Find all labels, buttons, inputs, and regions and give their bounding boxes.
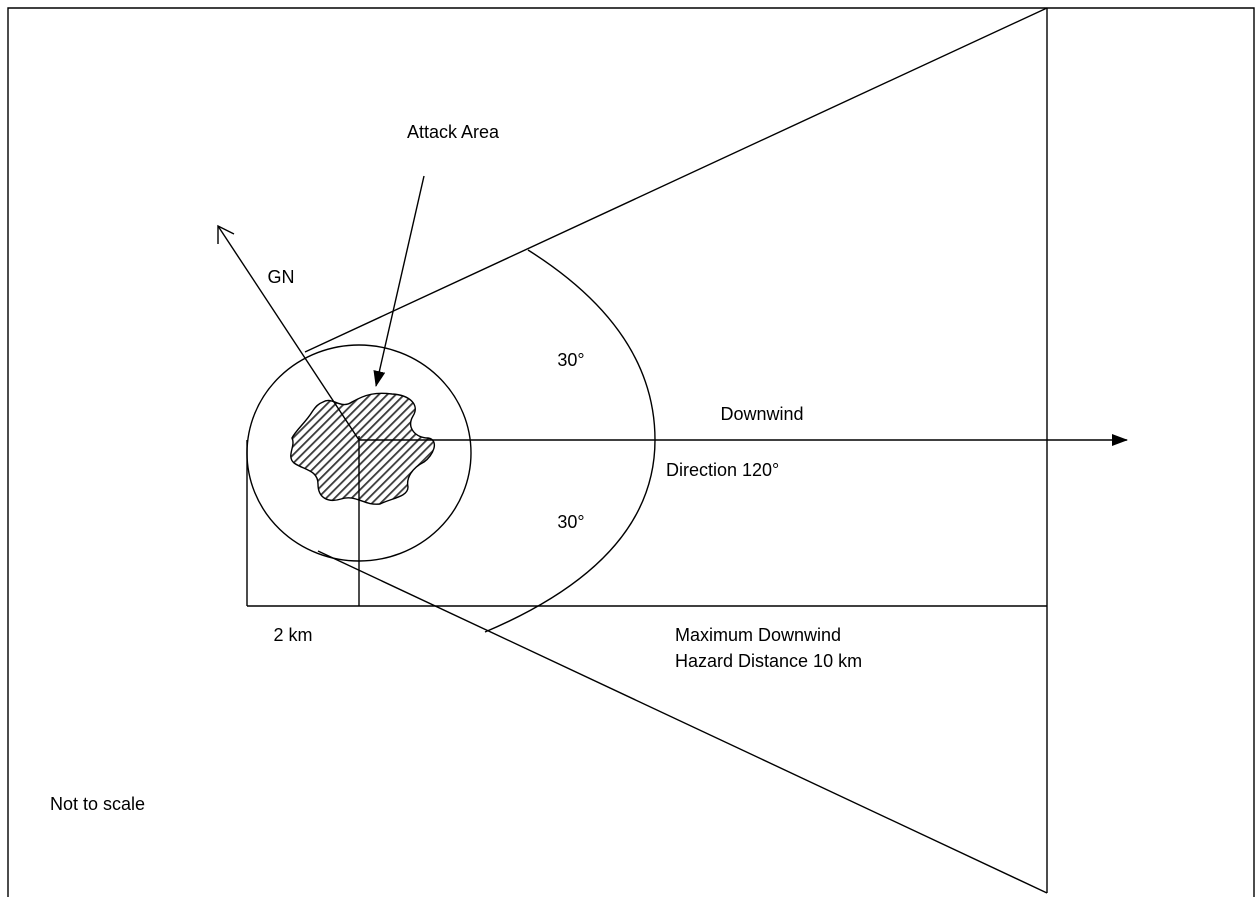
not-to-scale-note: Not to scale xyxy=(50,794,145,814)
grid-north-arrowhead xyxy=(217,224,235,244)
downwind-label: Downwind xyxy=(720,404,803,424)
angle-upper-label: 30° xyxy=(557,350,584,370)
direction-label: Direction 120° xyxy=(666,460,779,480)
radius-label: 2 km xyxy=(273,625,312,645)
downwind-arc xyxy=(484,249,656,633)
grid-north-arrow xyxy=(217,225,360,441)
max-distance-label-line2: Hazard Distance 10 km xyxy=(675,651,862,671)
angle-lower-label: 30° xyxy=(557,512,584,532)
max-distance-label-line1: Maximum Downwind xyxy=(675,625,841,645)
attack-area-pointer xyxy=(373,175,425,387)
frame-border xyxy=(7,7,1255,897)
cone-upper-edge xyxy=(304,7,1048,353)
cone-lower-edge xyxy=(317,550,1048,894)
attack-area-shape xyxy=(290,392,436,505)
grid-north-label: GN xyxy=(268,267,295,287)
attack-area-label: Attack Area xyxy=(407,122,500,142)
